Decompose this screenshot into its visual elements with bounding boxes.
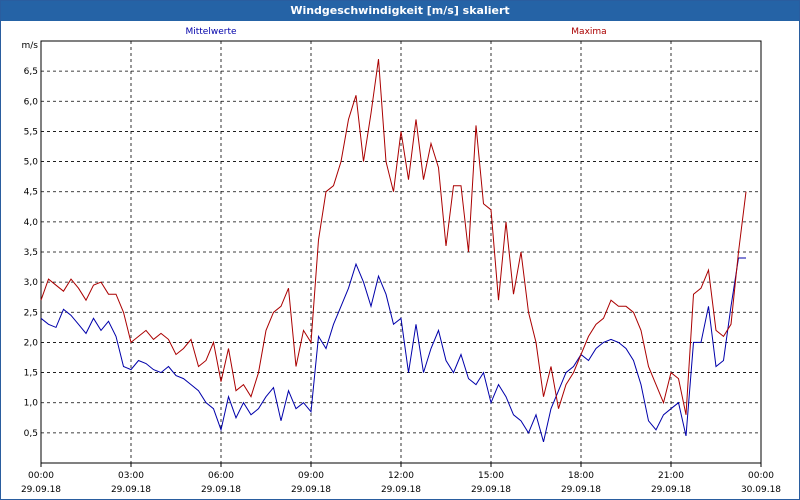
x-tick-date: 29.09.18 bbox=[291, 485, 331, 495]
wind-speed-chart: 0,5 1,0 1,5 2,0 2,5 3,0 3,5 4,0 4,5 5,0 5,5 6,0 6,5 m… bbox=[21, 27, 781, 495]
legend-mittelwerte: Mittelwerte bbox=[185, 27, 236, 37]
x-tick-time: 15:00 bbox=[478, 471, 504, 481]
x-tick-date: 29.09.18 bbox=[381, 485, 421, 495]
x-tick-time: 06:00 bbox=[208, 471, 234, 481]
y-tick-label: 4,5 bbox=[24, 188, 38, 198]
x-tick-date: 29.09.18 bbox=[201, 485, 241, 495]
y-tick-label: 2,0 bbox=[24, 338, 39, 348]
chart-title: Windgeschwindigkeit [m/s] skaliert bbox=[1, 1, 799, 21]
y-tick-label: 2,5 bbox=[24, 308, 38, 318]
x-tick-time: 03:00 bbox=[118, 471, 144, 481]
x-tick-time: 00:00 bbox=[748, 471, 774, 481]
y-tick-label: 0,5 bbox=[24, 429, 38, 439]
y-tick-label: 3,5 bbox=[24, 248, 38, 258]
x-tick-time: 21:00 bbox=[658, 471, 684, 481]
x-tick-time: 00:00 bbox=[28, 471, 54, 481]
x-tick-time: 09:00 bbox=[298, 471, 324, 481]
x-tick-time: 18:00 bbox=[568, 471, 594, 481]
y-axis-label: m/s bbox=[22, 41, 39, 51]
y-tick-label: 4,0 bbox=[24, 218, 39, 228]
y-tick-label: 6,0 bbox=[24, 97, 39, 107]
legend-maxima: Maxima bbox=[571, 27, 606, 37]
y-tick-label: 5,5 bbox=[24, 127, 38, 137]
x-tick-date: 29.09.18 bbox=[561, 485, 601, 495]
series-line-maxima bbox=[40, 59, 747, 415]
y-tick-label: 1,0 bbox=[24, 399, 39, 409]
x-tick-date: 30.09.18 bbox=[741, 485, 781, 495]
y-tick-label: 3,0 bbox=[24, 278, 39, 288]
x-tick-date: 29.09.18 bbox=[471, 485, 511, 495]
series-line-mittelwerte bbox=[40, 257, 746, 443]
x-tick-date: 29.09.18 bbox=[21, 485, 61, 495]
y-tick-label: 1,5 bbox=[24, 369, 38, 379]
x-tick-date: 29.09.18 bbox=[651, 485, 691, 495]
y-tick-label: 5,0 bbox=[24, 158, 39, 168]
y-tick-label: 6,5 bbox=[24, 67, 38, 77]
x-tick-date: 29.09.18 bbox=[111, 485, 151, 495]
x-tick-time: 12:00 bbox=[388, 471, 414, 481]
